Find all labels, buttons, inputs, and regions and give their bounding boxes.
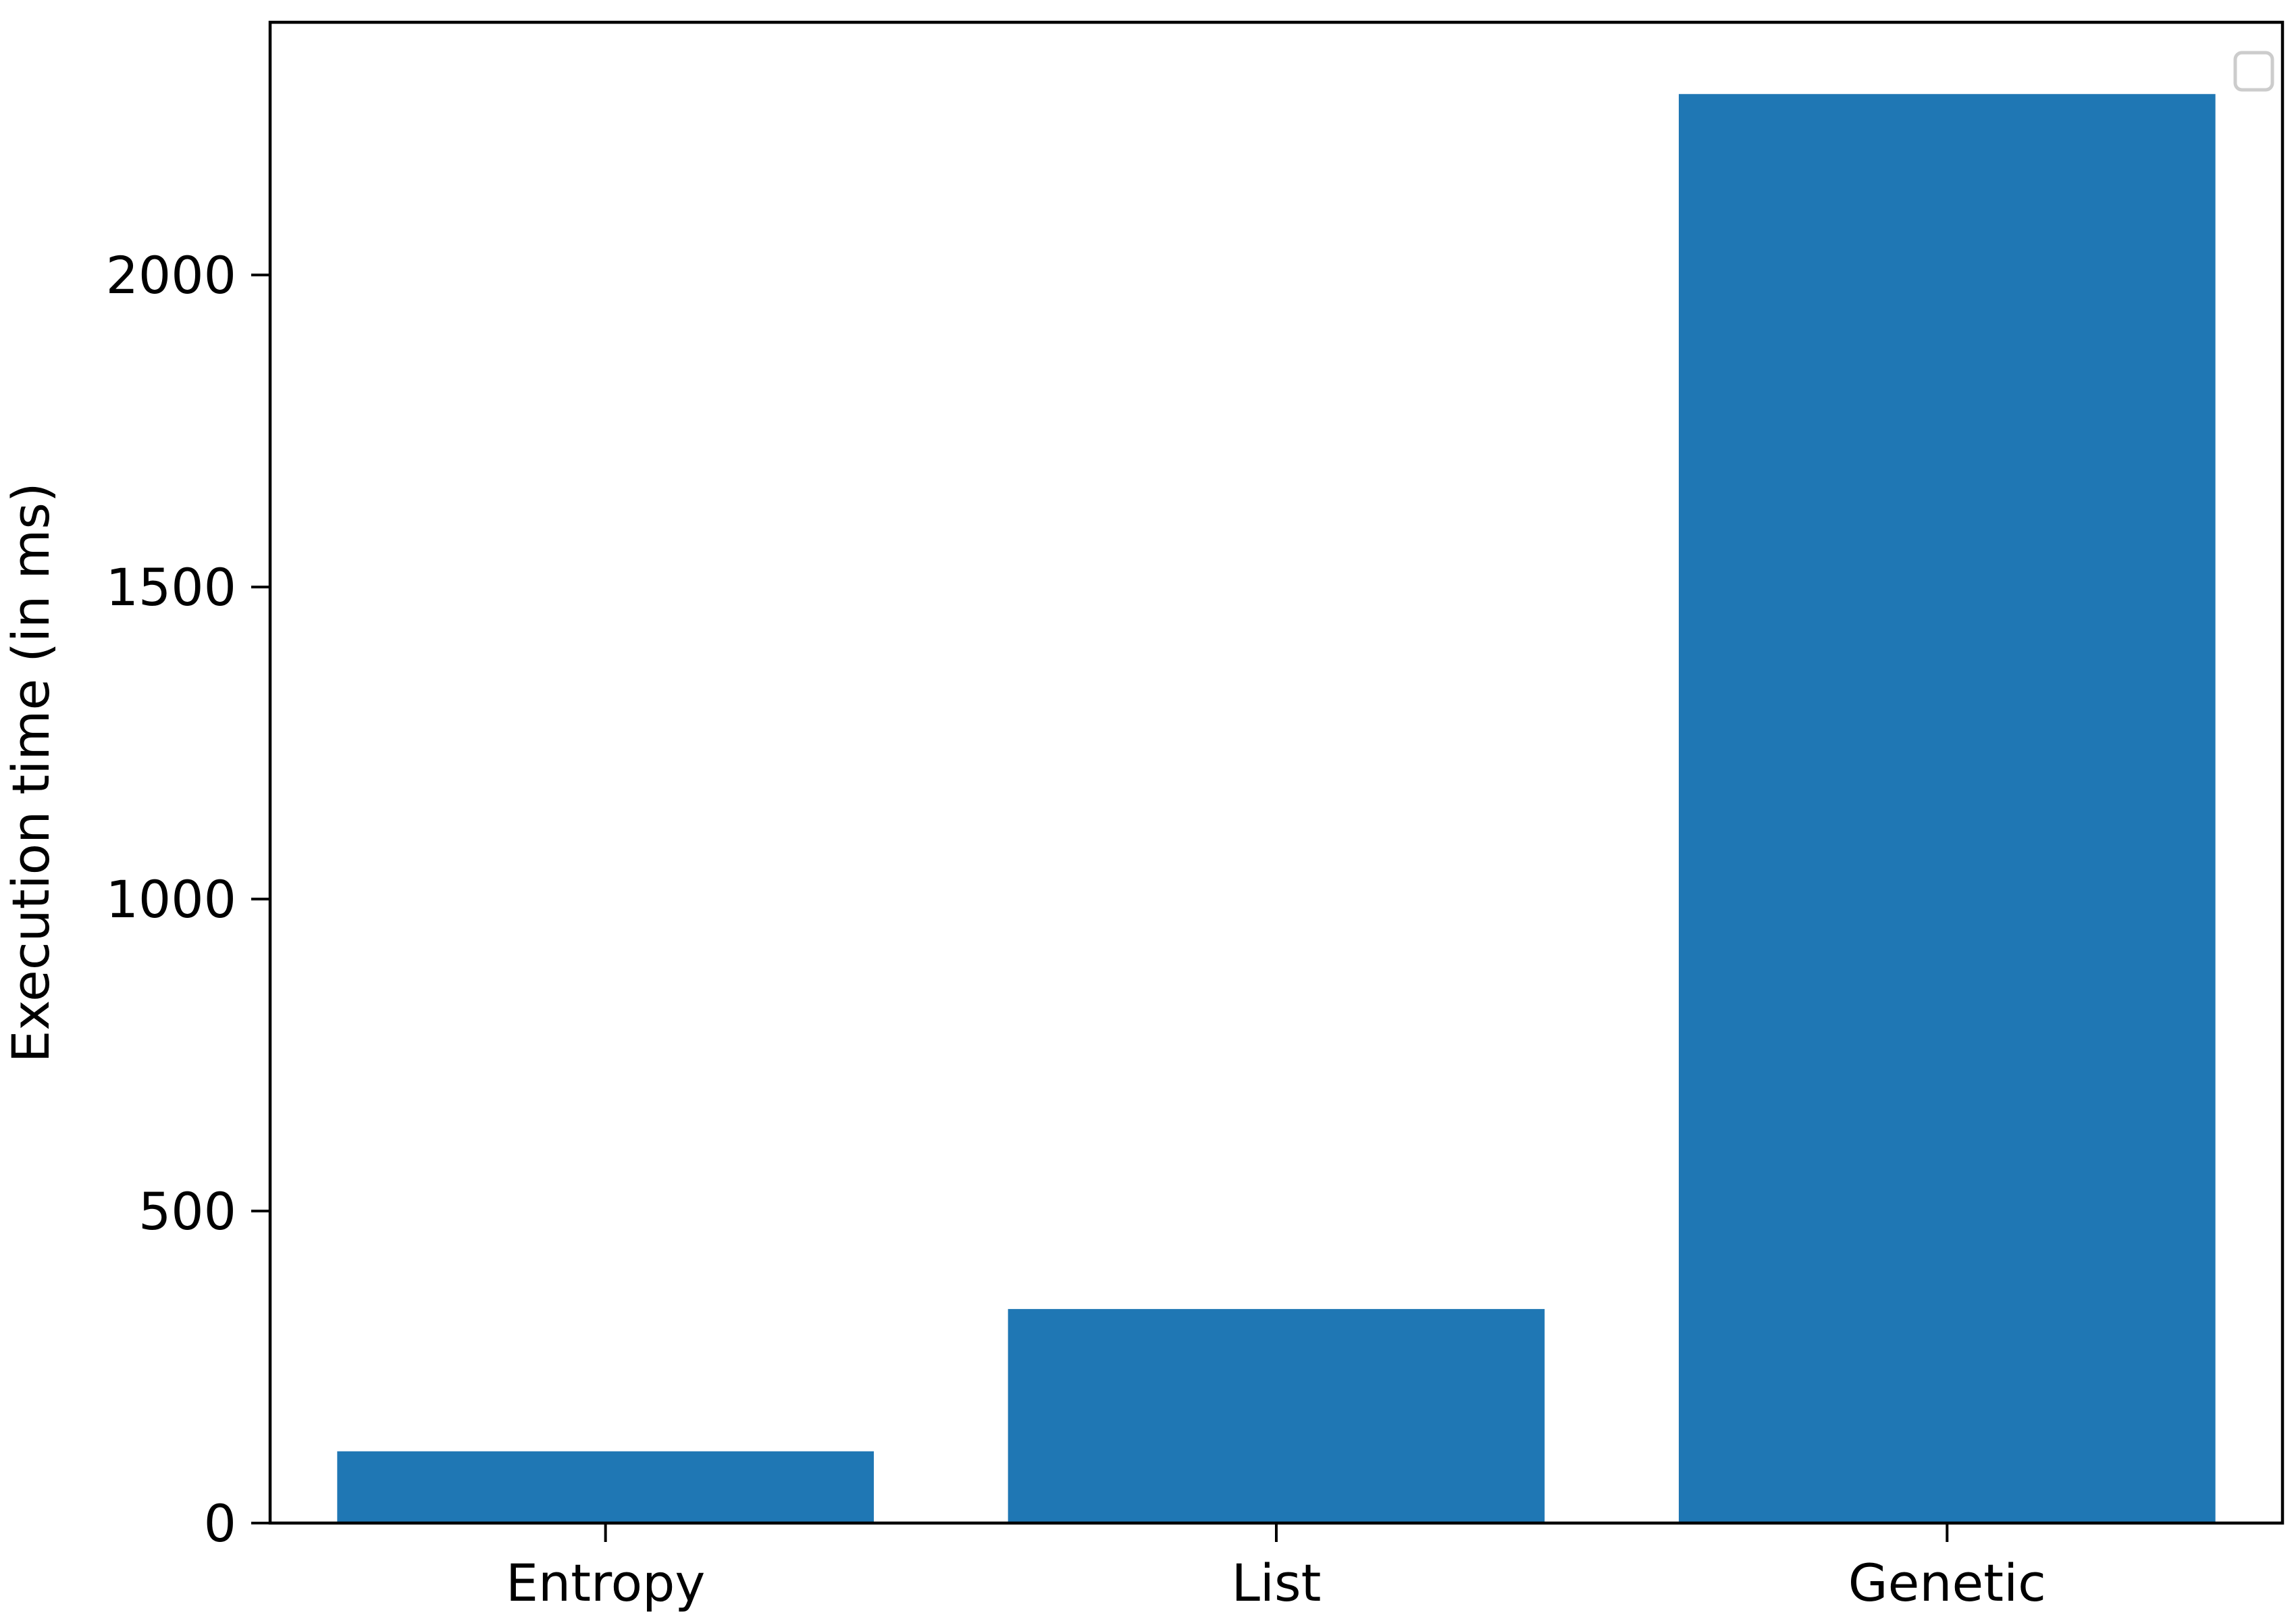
x-tick-label: Genetic: [1848, 1553, 2046, 1613]
legend-box: [2233, 51, 2274, 92]
y-tick-label: 1000: [106, 869, 236, 929]
bar-list: [1008, 1309, 1545, 1523]
plot-frame: [268, 20, 2285, 1525]
x-tick-label: Entropy: [506, 1553, 705, 1613]
x-axis-ticks: Entropy List Genetic: [506, 1523, 2046, 1613]
bars-group: [337, 94, 2216, 1523]
y-axis-label: Execution time (in ms): [1, 482, 61, 1062]
y-tick-label: 2000: [106, 245, 236, 305]
y-tick-label: 0: [204, 1493, 236, 1553]
y-axis-ticks: 0 500 1000 1500 2000: [106, 245, 270, 1553]
y-tick-label: 1500: [106, 557, 236, 617]
y-tick-label: 500: [138, 1181, 236, 1241]
bar-entropy: [337, 1451, 874, 1523]
bar-genetic: [1679, 94, 2216, 1523]
x-tick-label: List: [1232, 1553, 1322, 1613]
